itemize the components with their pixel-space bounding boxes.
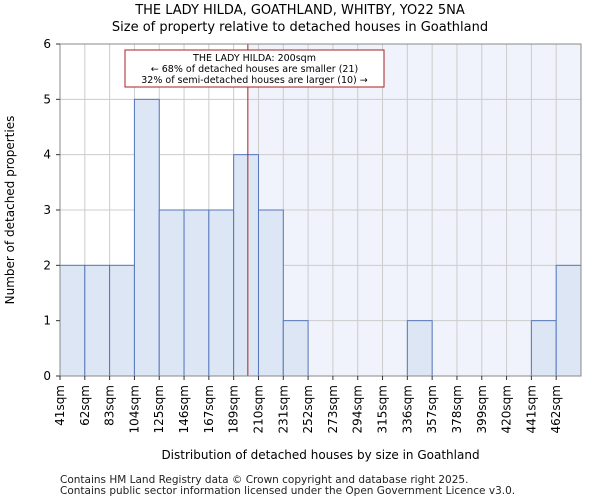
- bar-462sqm: [555, 264, 582, 377]
- y-tick-label-0: 0: [43, 369, 51, 383]
- y-axis-ticks: 0 1 2 3 4 5 6: [43, 37, 60, 383]
- annotation-frame: [124, 49, 385, 88]
- x-tick-label-189sqm: 189sqm: [227, 385, 241, 433]
- x-tick-label-146sqm: 146sqm: [177, 385, 191, 433]
- x-tick-label-83sqm: 83sqm: [103, 385, 117, 426]
- x-tick-label-378sqm: 378sqm: [450, 385, 464, 433]
- x-tick-label-104sqm: 104sqm: [127, 385, 141, 433]
- bar-146sqm: [183, 209, 210, 377]
- x-tick-label-294sqm: 294sqm: [351, 385, 365, 433]
- bar-83sqm: [109, 264, 135, 377]
- bar-189sqm: [233, 154, 259, 377]
- x-tick-label-210sqm: 210sqm: [251, 385, 265, 433]
- footer-licence: Contains public sector information licen…: [60, 485, 516, 497]
- bar-210sqm: [257, 209, 284, 377]
- y-tick-label-5: 5: [43, 92, 51, 106]
- bar-441sqm: [530, 320, 557, 377]
- x-tick-label-125sqm: 125sqm: [152, 385, 166, 433]
- y-tick-label-2: 2: [43, 258, 51, 272]
- annotation-line-1: THE LADY HILDA: 200sqm: [192, 53, 316, 64]
- bar-231sqm: [282, 320, 309, 377]
- y-tick-label-3: 3: [43, 203, 51, 217]
- x-tick-label-41sqm: 41sqm: [53, 385, 67, 426]
- bar-41sqm: [59, 264, 86, 377]
- y-tick-label-4: 4: [43, 148, 51, 162]
- x-tick-label-252sqm: 252sqm: [301, 385, 315, 433]
- x-tick-label-420sqm: 420sqm: [500, 385, 514, 433]
- x-tick-label-315sqm: 315sqm: [376, 385, 390, 433]
- x-tick-label-336sqm: 336sqm: [400, 385, 414, 433]
- x-tick-label-167sqm: 167sqm: [202, 385, 216, 433]
- chart-subtitle: Size of property relative to detached ho…: [111, 20, 489, 35]
- x-tick-label-62sqm: 62sqm: [78, 385, 92, 426]
- annotation-line-3: 32% of semi-detached houses are larger (…: [141, 75, 368, 86]
- x-axis-ticks: 41sqm 62sqm 83sqm 104sqm 125sqm 146sqm 167sqm 1…: [53, 376, 563, 433]
- y-tick-label-1: 1: [43, 314, 51, 328]
- x-tick-label-399sqm: 399sqm: [475, 385, 489, 433]
- bar-167sqm: [208, 209, 235, 377]
- x-axis-label: Distribution of detached houses by size …: [161, 448, 479, 462]
- bar-336sqm: [406, 320, 433, 377]
- x-tick-label-273sqm: 273sqm: [326, 385, 340, 433]
- x-tick-label-441sqm: 441sqm: [524, 385, 538, 433]
- y-tick-label-6: 6: [43, 37, 51, 51]
- x-tick-label-231sqm: 231sqm: [276, 385, 290, 433]
- annotation-line-2: ← 68% of detached houses are smaller (21…: [151, 64, 358, 75]
- x-tick-label-462sqm: 462sqm: [549, 385, 563, 433]
- footer-copyright: Contains HM Land Registry data © Crown c…: [60, 474, 469, 486]
- bar-104sqm: [133, 98, 160, 377]
- bar-62sqm: [84, 264, 111, 377]
- annotation-box: THE LADY HILDA: 200sqm ← 68% of detached…: [124, 49, 385, 88]
- x-tick-label-357sqm: 357sqm: [425, 385, 439, 433]
- y-axis-label: Number of detached properties: [3, 116, 17, 305]
- bar-125sqm: [158, 209, 185, 377]
- chart-title-address: THE LADY HILDA, GOATHLAND, WHITBY, YO22 …: [135, 3, 465, 18]
- bars: [59, 98, 582, 377]
